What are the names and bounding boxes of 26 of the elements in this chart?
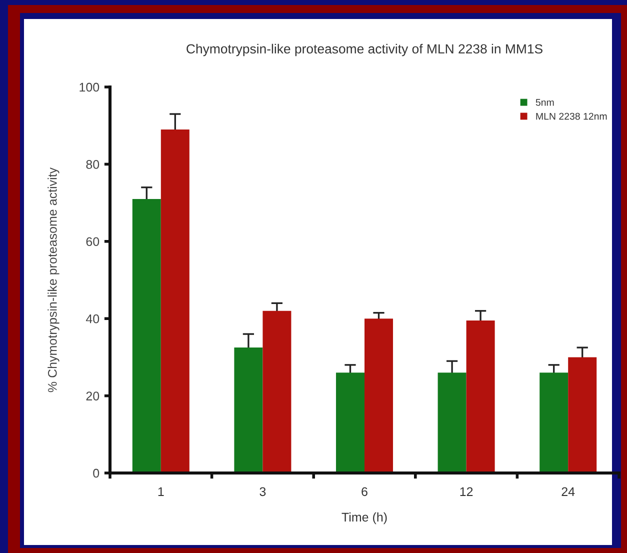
x-tick-label: 24: [562, 487, 575, 496]
x-tick-label: 3: [260, 487, 266, 496]
y-axis-title: % Chymotrypsin-like proteasome activity: [48, 167, 60, 392]
x-tick-label: 6: [362, 487, 368, 496]
y-tick-label: 20: [86, 392, 100, 400]
y-tick-label: 40: [86, 314, 100, 324]
y-tick-label: 0: [93, 468, 100, 478]
y-tick-label: 100: [80, 82, 100, 92]
bar: [540, 372, 568, 473]
chart-title: Chymotrypsin-like proteasome activity of MLN 2238 in MM1S: [186, 44, 542, 56]
x-axis-title: Time (h): [342, 512, 387, 524]
y-tick-label: 80: [86, 160, 100, 169]
bar: [132, 198, 161, 473]
bar: [262, 310, 292, 473]
bar: [438, 372, 466, 473]
bar: [234, 348, 263, 473]
bar: [466, 320, 495, 473]
bar: [336, 372, 364, 473]
bar: [160, 129, 190, 473]
x-tick-label: 12: [460, 487, 473, 496]
bar: [568, 357, 597, 473]
y-tick-label: 60: [86, 237, 100, 246]
bar: [364, 318, 394, 473]
legend-label: 5nm: [536, 99, 554, 106]
x-tick-label: 1: [158, 487, 164, 496]
legend-label: MLN 2238 12nm: [536, 112, 607, 120]
